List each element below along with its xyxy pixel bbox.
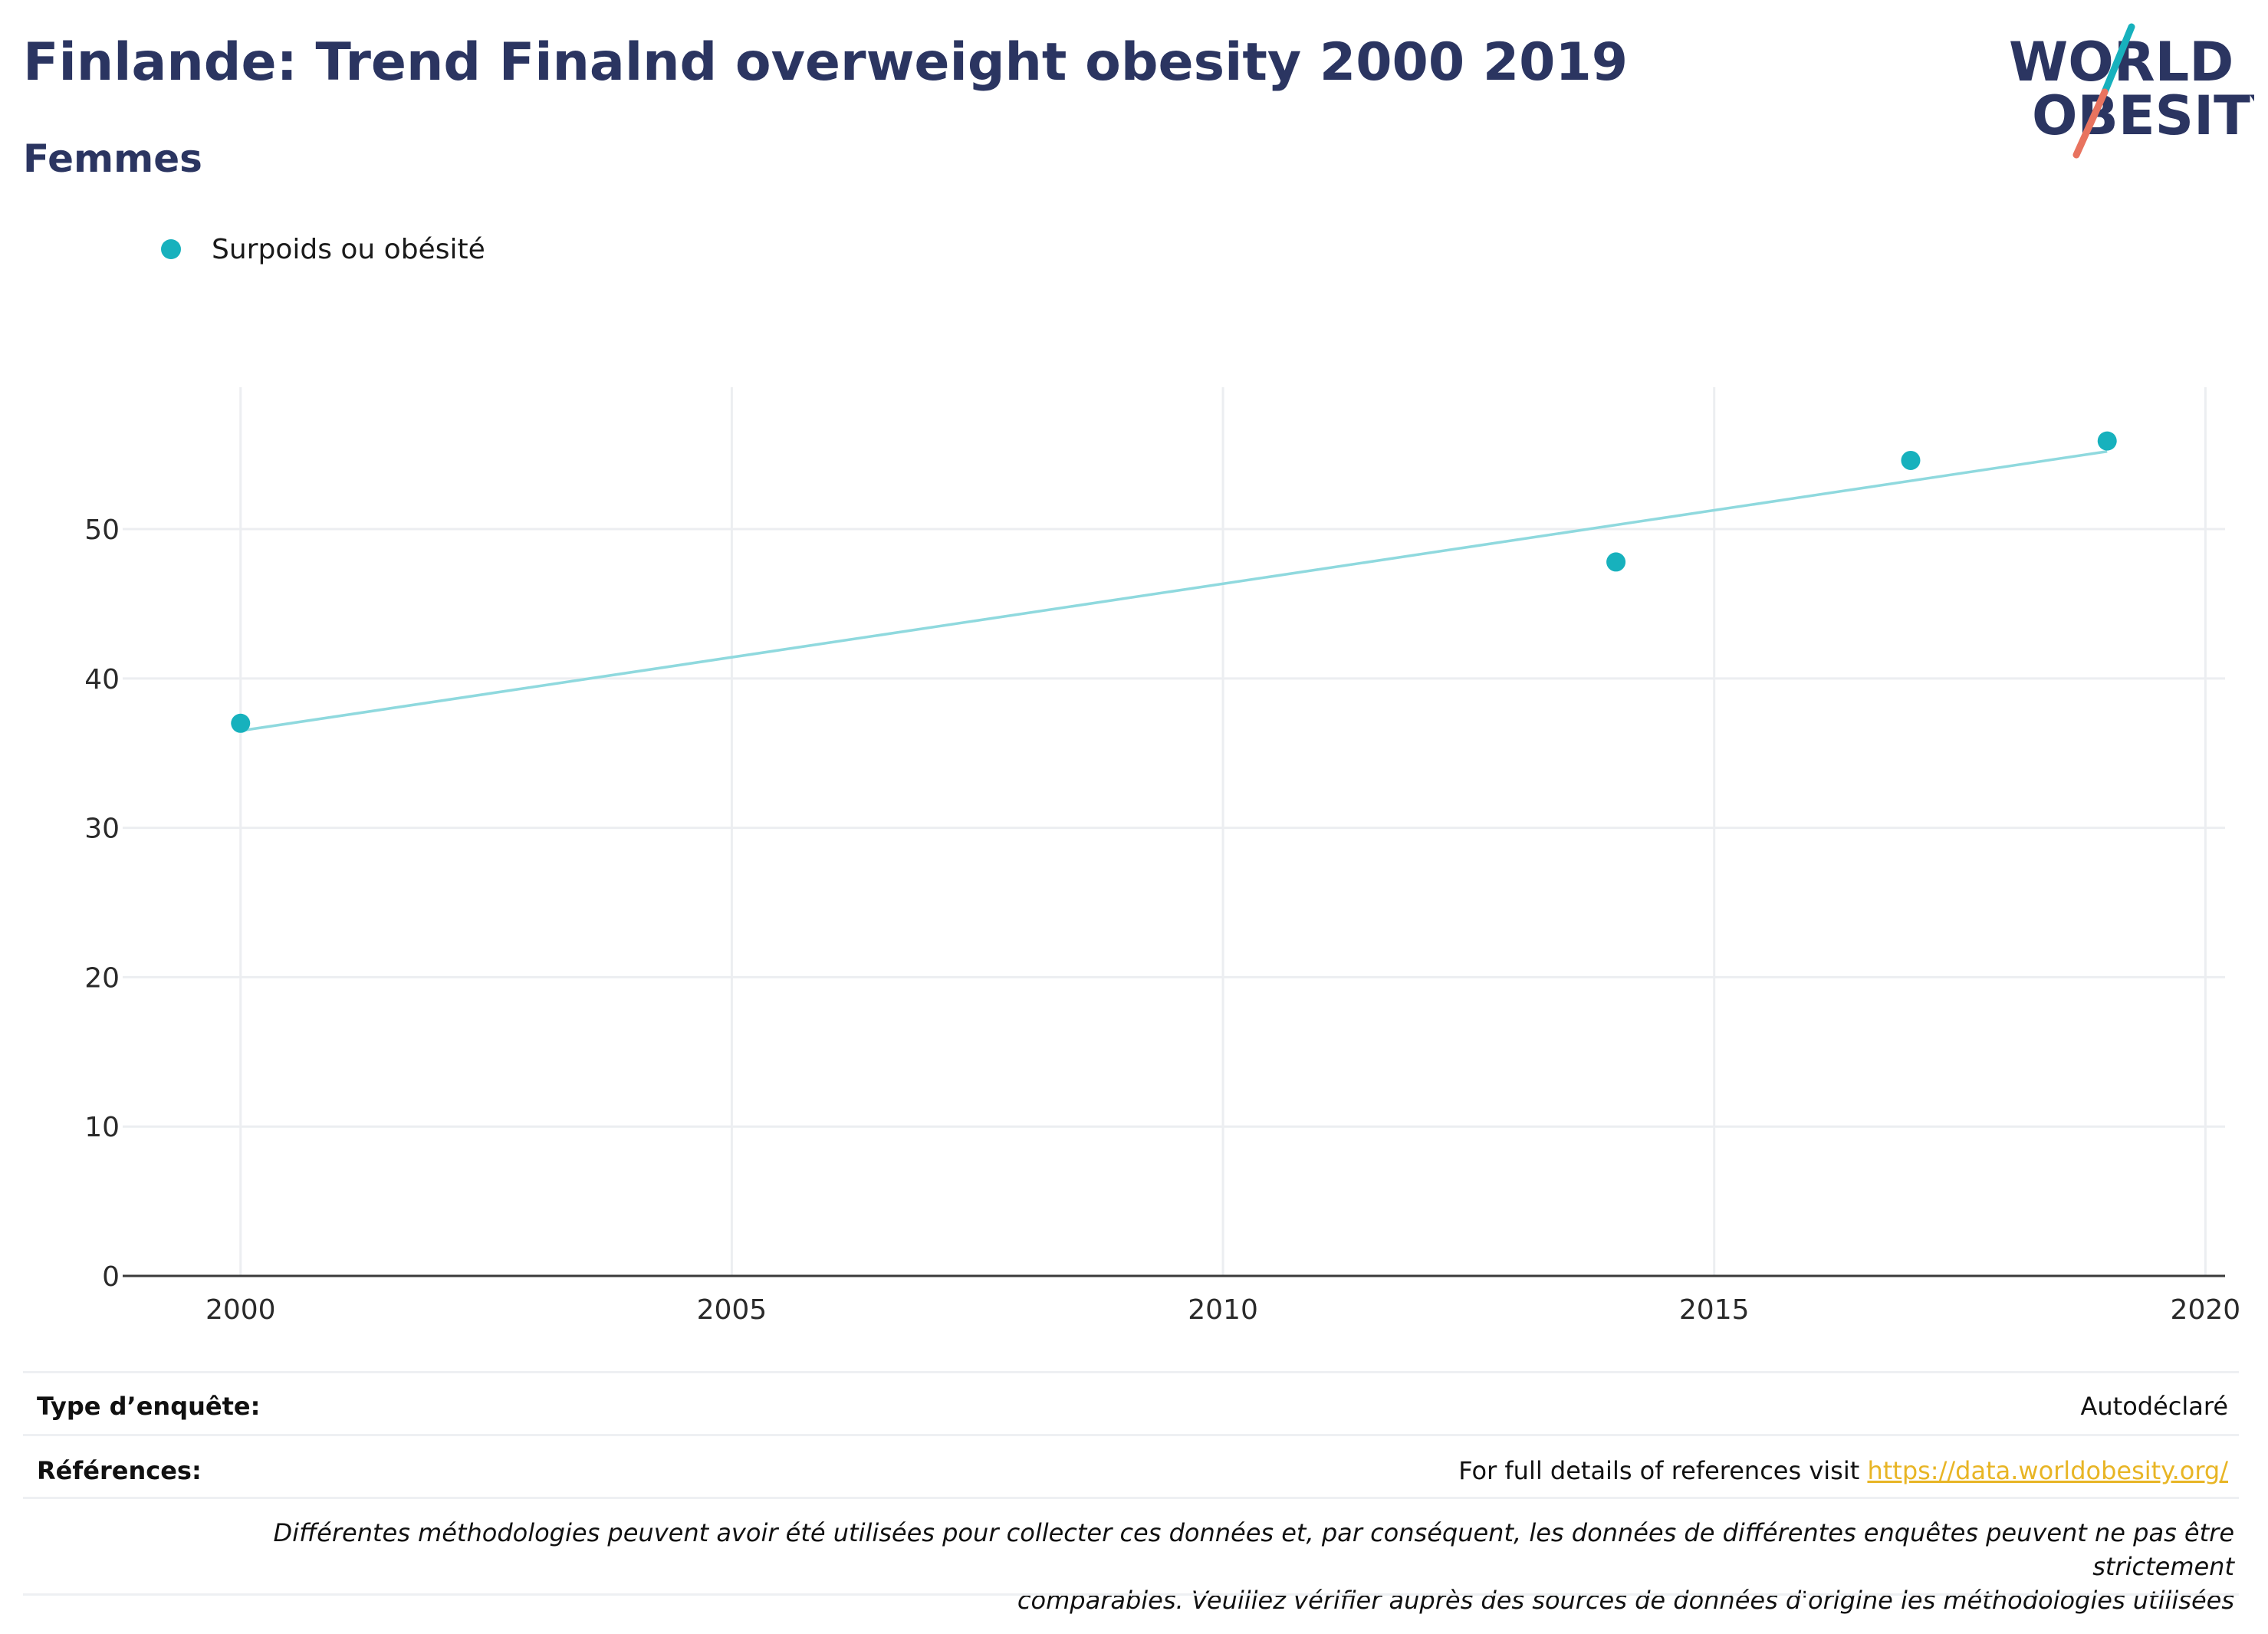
legend[interactable]: Surpoids ou obésité bbox=[161, 228, 485, 270]
y-tick-30: 30 bbox=[84, 814, 120, 845]
y-tick-20: 20 bbox=[84, 962, 120, 994]
survey-type-label: Type d’enquête: bbox=[37, 1392, 261, 1421]
logo-slash-teal bbox=[2101, 23, 2135, 96]
x-tick-2000: 2000 bbox=[205, 1294, 276, 1326]
chart-title: Finlande: Trend Finalnd overweight obesi… bbox=[23, 32, 1629, 93]
x-tick-2010: 2010 bbox=[1188, 1294, 1258, 1326]
references-row: Références: For full details of referenc… bbox=[23, 1434, 2239, 1499]
y-tick-50: 50 bbox=[84, 515, 120, 546]
logo-line-world: WORLD bbox=[2009, 31, 2233, 94]
world-obesity-logo: WORLD OBESITY bbox=[2009, 23, 2254, 159]
legend-label: Surpoids ou obésité bbox=[212, 233, 485, 265]
references-value: For full details of references visit htt… bbox=[1458, 1456, 2228, 1485]
data-point-2014 bbox=[1606, 552, 1626, 572]
disclaimer: Différentes méthodologies peuvent avoir … bbox=[164, 1516, 2234, 1617]
disclaimer-line-2: comparables. Veuillez vérifier auprès de… bbox=[1017, 1586, 2234, 1615]
trendline bbox=[240, 450, 2108, 732]
footer-divider-mid bbox=[23, 1497, 2239, 1499]
data-point-2019 bbox=[2097, 431, 2117, 451]
data-points bbox=[231, 431, 2117, 733]
scatter-chart: 2000 2005 2010 2015 2020 0 10 20 30 40 50 bbox=[84, 387, 2240, 1326]
legend-marker bbox=[161, 239, 181, 259]
disclaimer-line-1: Différentes méthodologies peuvent avoir … bbox=[273, 1518, 2234, 1581]
y-tick-labels: 0 10 20 30 40 50 bbox=[84, 515, 120, 1293]
logo-line-obesity: OBESITY bbox=[2032, 84, 2254, 147]
trendline-layer bbox=[240, 450, 2108, 732]
y-tick-10: 10 bbox=[84, 1112, 120, 1143]
data-point-2017 bbox=[1901, 450, 1921, 470]
data-point-2000 bbox=[231, 713, 251, 733]
footer-divider-bottom bbox=[23, 1593, 2239, 1596]
references-text: For full details of references visit bbox=[1458, 1456, 1868, 1485]
y-tick-40: 40 bbox=[84, 664, 120, 695]
x-tick-2015: 2015 bbox=[1679, 1294, 1750, 1326]
survey-type-value: Autodéclaré bbox=[2080, 1392, 2228, 1421]
y-tick-0: 0 bbox=[102, 1261, 120, 1293]
x-tick-2005: 2005 bbox=[697, 1294, 768, 1326]
references-link[interactable]: https://data.worldobesity.org/ bbox=[1867, 1456, 2228, 1485]
y-gridlines bbox=[123, 528, 2225, 1277]
chart-subtitle: Femmes bbox=[23, 136, 202, 181]
x-tick-labels: 2000 2005 2010 2015 2020 bbox=[205, 1294, 2240, 1326]
x-tick-2020: 2020 bbox=[2171, 1294, 2241, 1326]
references-label: Références: bbox=[37, 1456, 202, 1485]
survey-type-row: Type d’enquête: Autodéclaré bbox=[23, 1371, 2239, 1436]
x-gridlines bbox=[239, 387, 2207, 1276]
logo-slash-coral bbox=[2072, 88, 2109, 159]
